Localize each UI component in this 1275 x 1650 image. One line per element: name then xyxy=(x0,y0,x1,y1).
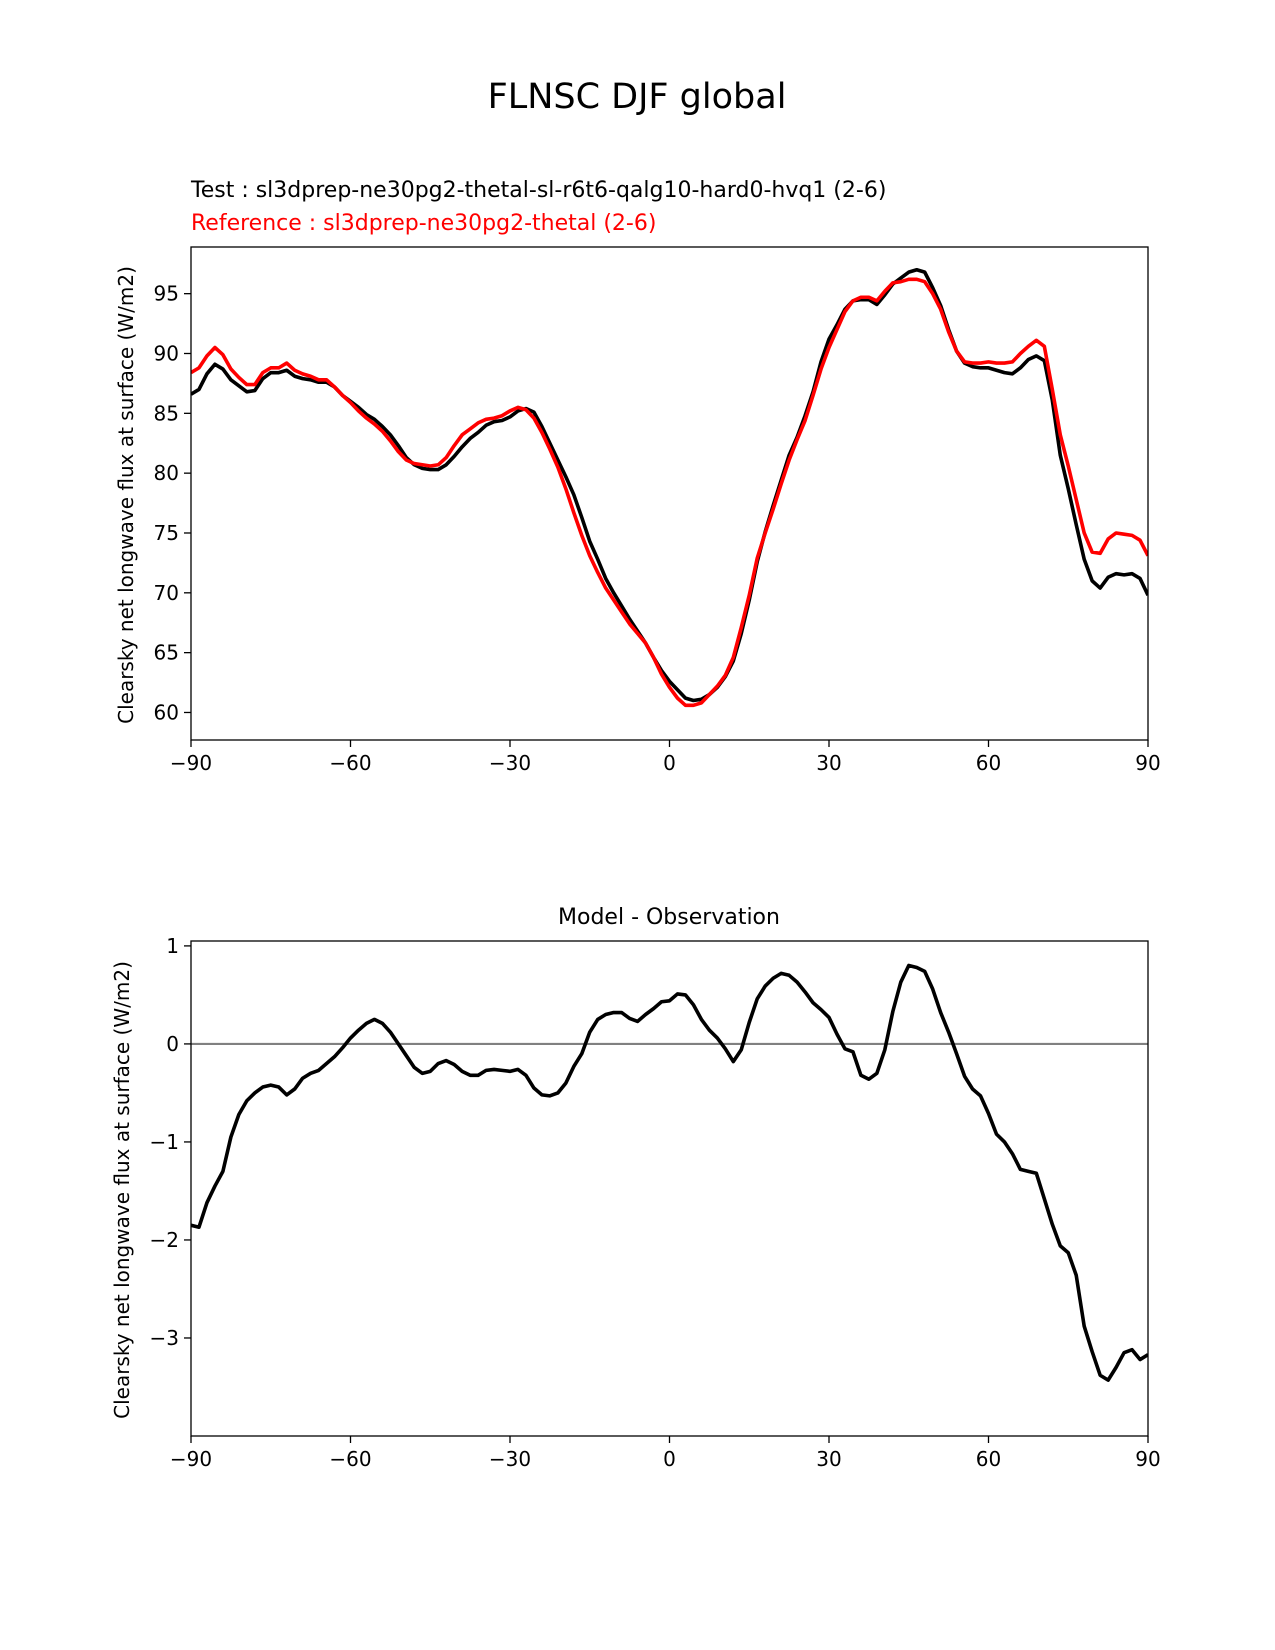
bottom-test-series-line xyxy=(191,963,1148,1382)
top-x-tick-label: −30 xyxy=(489,751,531,775)
top-plot-frame xyxy=(190,246,1149,741)
bottom-x-tick-label: −60 xyxy=(329,1447,371,1471)
bottom-plot-area: −90 −60 −30 0 30 60 90 −3 −2 −1 0 1 xyxy=(150,934,1161,1471)
bottom-y-tick-label: −2 xyxy=(150,1228,179,1252)
top-plot-area: −90 −60 −30 0 30 60 90 60 65 70 75 80 85 90 95 xyxy=(154,246,1161,775)
top-reference-series-line xyxy=(191,277,1148,708)
top-y-tick-label: 90 xyxy=(154,341,179,365)
top-y-tick-label: 75 xyxy=(154,521,179,545)
figure-title: FLNSC DJF global xyxy=(488,77,787,117)
bottom-x-tick-label: −30 xyxy=(489,1447,531,1471)
top-y-tick-label: 80 xyxy=(154,461,179,485)
bottom-panel: Model - Observation Clearsky net longwav… xyxy=(110,905,1161,1471)
bottom-x-tick-label: 0 xyxy=(663,1447,676,1471)
bottom-y-tick-label: 1 xyxy=(166,934,179,958)
top-x-tick-label: 60 xyxy=(976,751,1001,775)
bottom-panel-title: Model - Observation xyxy=(558,905,780,930)
bottom-y-tick-label: −3 xyxy=(150,1326,179,1350)
reference-subtitle: Reference : sl3dprep-ne30pg2-thetal (2-6… xyxy=(191,211,656,236)
top-panel: Test : sl3dprep-ne30pg2-thetal-sl-r6t6-q… xyxy=(114,178,1161,775)
top-test-series-line xyxy=(191,267,1148,703)
top-x-tick-label: 30 xyxy=(816,751,841,775)
bottom-y-axis-label: Clearsky net longwave flux at surface (W… xyxy=(110,961,134,1419)
top-x-tick-label: 0 xyxy=(663,751,676,775)
bottom-x-tick-label: −90 xyxy=(170,1447,212,1471)
top-y-tick-label: 70 xyxy=(154,581,179,605)
test-subtitle: Test : sl3dprep-ne30pg2-thetal-sl-r6t6-q… xyxy=(190,178,886,203)
top-y-tick-label: 95 xyxy=(154,282,179,306)
bottom-x-tick-label: 60 xyxy=(976,1447,1001,1471)
top-x-tick-label: 90 xyxy=(1135,751,1160,775)
bottom-x-tick-label: 90 xyxy=(1135,1447,1160,1471)
top-y-tick-label: 85 xyxy=(154,401,179,425)
top-y-tick-label: 60 xyxy=(154,700,179,724)
top-y-tick-label: 65 xyxy=(154,641,179,665)
bottom-plot-frame xyxy=(190,940,1149,1437)
bottom-y-tick-label: −1 xyxy=(150,1130,179,1154)
top-x-tick-label: −90 xyxy=(170,751,212,775)
top-y-axis-label: Clearsky net longwave flux at surface (W… xyxy=(114,266,138,724)
top-x-tick-label: −60 xyxy=(329,751,371,775)
bottom-x-tick-label: 30 xyxy=(816,1447,841,1471)
bottom-y-tick-label: 0 xyxy=(166,1032,179,1056)
